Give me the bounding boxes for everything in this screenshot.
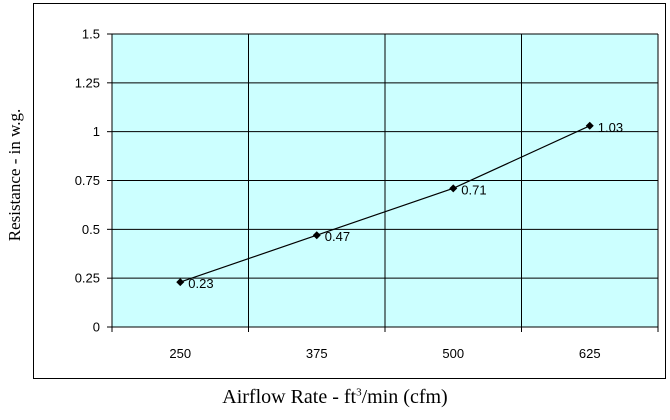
x-axis-title-exponent: 3 (356, 386, 362, 399)
data-labels: 0.23 0.47 0.71 1.03 (188, 120, 623, 291)
data-point-marker (449, 184, 458, 193)
y-tick-label: 1.25 (75, 75, 100, 90)
axes (107, 33, 659, 332)
data-point-marker (312, 231, 321, 240)
series-polyline (180, 125, 590, 283)
y-tick-label: 0.25 (75, 271, 100, 286)
series-line (180, 125, 590, 283)
y-tick-label: 0.5 (82, 222, 100, 237)
x-tick-label: 250 (169, 346, 191, 361)
data-point-marker (176, 278, 185, 287)
y-tick-label: 1 (93, 124, 100, 139)
y-axis-title: Resistance - in w.g. (5, 108, 24, 242)
y-tick-label: 0.75 (75, 173, 100, 188)
x-tick-label: 500 (442, 346, 464, 361)
data-label: 1.03 (598, 120, 623, 135)
x-tick-label: 375 (306, 346, 328, 361)
data-label: 0.23 (188, 276, 213, 291)
x-axis-title-text: Airflow Rate - ft (222, 386, 357, 408)
y-tick-label: 0 (93, 320, 100, 335)
data-point-marker (585, 121, 594, 130)
x-axis-title-units: /min (cfm) (361, 386, 448, 408)
data-points (176, 121, 594, 287)
gridlines (112, 33, 659, 328)
tick-labels: 0 0.25 0.5 0.75 1 1.25 1.5 250 375 500 625 (75, 27, 601, 362)
x-tick-label: 625 (579, 346, 601, 361)
y-tick-label: 1.5 (82, 27, 100, 42)
data-label: 0.47 (325, 229, 350, 244)
data-label: 0.71 (461, 182, 486, 197)
x-axis-title: Airflow Rate - ft3/min (cfm) (0, 386, 670, 409)
